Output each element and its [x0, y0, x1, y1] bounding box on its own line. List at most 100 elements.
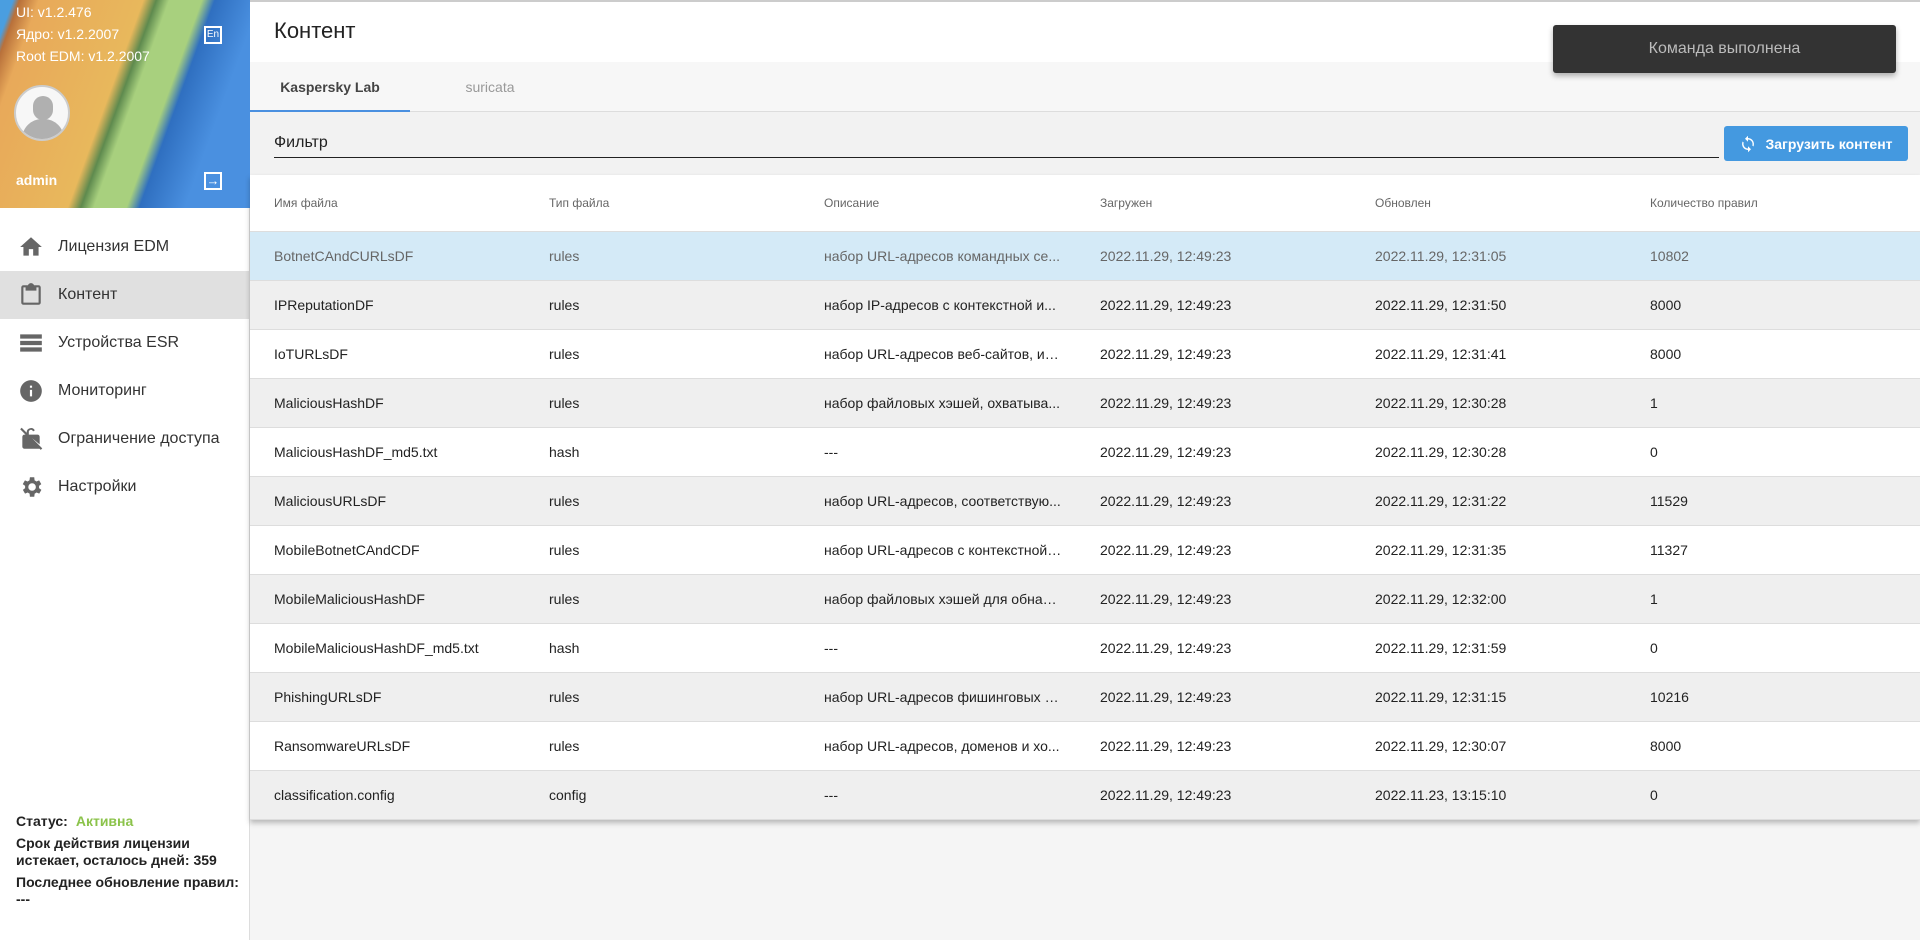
- cell-description: набор URL-адресов веб-сайтов, ис...: [824, 346, 1064, 362]
- cell-filename: MobileMaliciousHashDF_md5.txt: [274, 640, 479, 656]
- cell-uploaded: 2022.11.29, 12:49:23: [1100, 787, 1232, 803]
- column-header-updated[interactable]: Обновлен: [1375, 196, 1431, 210]
- cell-filetype: rules: [549, 248, 580, 264]
- ui-version: UI: v1.2.476: [16, 4, 92, 20]
- cell-filetype: hash: [549, 444, 580, 460]
- home-icon: [20, 237, 42, 256]
- cell-description: набор файловых хэшей для обнар...: [824, 591, 1063, 607]
- cell-updated: 2022.11.29, 12:31:35: [1375, 542, 1507, 558]
- license-status: Статус: Активна Срок действия лицензии ис…: [16, 813, 241, 913]
- cell-filename: PhishingURLsDF: [274, 689, 382, 705]
- cell-description: ---: [824, 444, 838, 460]
- tab-kaspersky-lab[interactable]: Kaspersky Lab: [250, 62, 410, 112]
- cell-rule-count: 10802: [1650, 248, 1689, 264]
- logout-icon[interactable]: →: [204, 172, 222, 190]
- cell-updated: 2022.11.29, 12:31:15: [1375, 689, 1507, 705]
- cell-description: набор URL-адресов фишинговых с...: [824, 689, 1064, 705]
- table-row[interactable]: MaliciousHashDF_md5.txt hash --- 2022.11.29…: [250, 428, 1920, 477]
- filter-bar: Загрузить контент: [250, 112, 1920, 175]
- sidebar-header: UI: v1.2.476 Ядро: v1.2.2007 Root EDM: v…: [0, 0, 250, 208]
- root-edm-version: Root EDM: v1.2.2007: [16, 48, 150, 64]
- cell-uploaded: 2022.11.29, 12:49:23: [1100, 542, 1232, 558]
- column-header-filetype[interactable]: Тип файла: [549, 196, 610, 210]
- cell-uploaded: 2022.11.29, 12:49:23: [1100, 248, 1232, 264]
- cell-updated: 2022.11.29, 12:31:59: [1375, 640, 1507, 656]
- cell-rule-count: 11529: [1650, 493, 1688, 509]
- license-expiry: Срок действия лицензии истекает, осталос…: [16, 835, 217, 868]
- cell-updated: 2022.11.29, 12:30:28: [1375, 444, 1507, 460]
- cell-description: набор URL-адресов, доменов и хо...: [824, 738, 1060, 754]
- cell-filename: MobileMaliciousHashDF: [274, 591, 425, 607]
- table-row[interactable]: MaliciousHashDF rules набор файловых хэшей…: [250, 379, 1920, 428]
- sidebar-nav: Лицензия EDM Контент Устройства ESR Мони…: [0, 223, 249, 511]
- cell-updated: 2022.11.29, 12:30:28: [1375, 395, 1507, 411]
- cell-description: набор URL-адресов командных се...: [824, 248, 1060, 264]
- username: admin: [16, 172, 58, 188]
- cell-filetype: rules: [549, 689, 580, 705]
- cell-description: набор URL-адресов, соответствую...: [824, 493, 1061, 509]
- page-title: Контент: [274, 18, 356, 43]
- language-icon[interactable]: En: [204, 26, 222, 44]
- sidebar-item-label: Устройства ESR: [58, 334, 180, 351]
- server-list-icon: [20, 334, 42, 352]
- table-row[interactable]: RansomwareURLsDF rules набор URL-адресов, …: [250, 722, 1920, 771]
- table-row[interactable]: MobileMaliciousHashDF_md5.txt hash --- 2022…: [250, 624, 1920, 673]
- cell-filename: MobileBotnetCAndCDF: [274, 542, 420, 558]
- cell-filename: BotnetCAndCURLsDF: [274, 248, 414, 264]
- cell-rule-count: 1: [1650, 591, 1658, 607]
- cell-rule-count: 1: [1650, 395, 1658, 411]
- column-header-rule-count[interactable]: Количество правил: [1650, 196, 1758, 210]
- cell-rule-count: 8000: [1650, 346, 1682, 362]
- cell-updated: 2022.11.23, 13:15:10: [1375, 787, 1507, 803]
- cell-filename: MaliciousHashDF_md5.txt: [274, 444, 438, 460]
- filter-input[interactable]: [274, 128, 1719, 158]
- cell-updated: 2022.11.29, 12:32:00: [1375, 591, 1507, 607]
- cell-filename: RansomwareURLsDF: [274, 738, 411, 754]
- cell-filetype: rules: [549, 395, 580, 411]
- sidebar-item-license[interactable]: Лицензия EDM: [0, 223, 249, 271]
- sidebar: UI: v1.2.476 Ядро: v1.2.2007 Root EDM: v…: [0, 0, 250, 940]
- gear-icon: [22, 477, 42, 497]
- cell-rule-count: 8000: [1650, 297, 1682, 313]
- load-content-button[interactable]: Загрузить контент: [1724, 126, 1908, 161]
- tab-suricata[interactable]: suricata: [465, 79, 515, 95]
- status-label: Статус:: [16, 813, 68, 829]
- sidebar-item-esr-devices[interactable]: Устройства ESR: [0, 319, 249, 367]
- column-header-filename[interactable]: Имя файла: [274, 196, 338, 210]
- table-row[interactable]: MobileBotnetCAndCDF rules набор URL-адресо…: [250, 526, 1920, 575]
- sidebar-item-access-restriction[interactable]: Ограничение доступа: [0, 415, 249, 463]
- lock-off-icon: [20, 427, 43, 450]
- cell-filetype: rules: [549, 591, 580, 607]
- table-row[interactable]: PhishingURLsDF rules набор URL-адресов фиш…: [250, 673, 1920, 722]
- last-rules-update: Последнее обновление правил: ---: [16, 874, 239, 907]
- status-value: Активна: [75, 813, 134, 829]
- column-header-uploaded[interactable]: Загружен: [1100, 196, 1153, 210]
- cell-filetype: config: [549, 787, 587, 803]
- core-version: Ядро: v1.2.2007: [16, 26, 120, 42]
- load-content-label: Загрузить контент: [1765, 135, 1893, 152]
- sidebar-item-settings[interactable]: Настройки: [0, 463, 249, 511]
- table-row[interactable]: IoTURLsDF rules набор URL-адресов веб-сайт…: [250, 330, 1920, 379]
- cell-uploaded: 2022.11.29, 12:49:23: [1100, 297, 1232, 313]
- cell-rule-count: 0: [1650, 787, 1658, 803]
- table-row[interactable]: MaliciousURLsDF rules набор URL-адресов, с…: [250, 477, 1920, 526]
- table-row[interactable]: MobileMaliciousHashDF rules набор файловых…: [250, 575, 1920, 624]
- cell-updated: 2022.11.29, 12:31:22: [1375, 493, 1507, 509]
- info-icon: [20, 380, 42, 402]
- sidebar-item-label: Настройки: [58, 478, 137, 495]
- cell-uploaded: 2022.11.29, 12:49:23: [1100, 738, 1232, 754]
- cell-filetype: rules: [549, 493, 580, 509]
- column-header-description[interactable]: Описание: [824, 196, 880, 210]
- table-header: Имя файла Тип файла Описание Загружен Об…: [250, 175, 1920, 232]
- cell-rule-count: 11327: [1650, 542, 1688, 558]
- sidebar-item-label: Мониторинг: [58, 382, 147, 399]
- cell-filename: classification.config: [274, 787, 395, 803]
- table-row[interactable]: classification.config config --- 2022.11.29…: [250, 771, 1920, 820]
- cell-filetype: rules: [549, 738, 580, 754]
- table-row[interactable]: IPReputationDF rules набор IP-адресов с ко…: [250, 281, 1920, 330]
- sidebar-item-monitoring[interactable]: Мониторинг: [0, 367, 249, 415]
- sidebar-item-label: Лицензия EDM: [58, 238, 170, 255]
- table-row[interactable]: BotnetCAndCURLsDF rules набор URL-адресов …: [250, 232, 1920, 281]
- sidebar-item-content[interactable]: Контент: [0, 271, 249, 319]
- toast-notification: Команда выполнена: [1553, 25, 1896, 73]
